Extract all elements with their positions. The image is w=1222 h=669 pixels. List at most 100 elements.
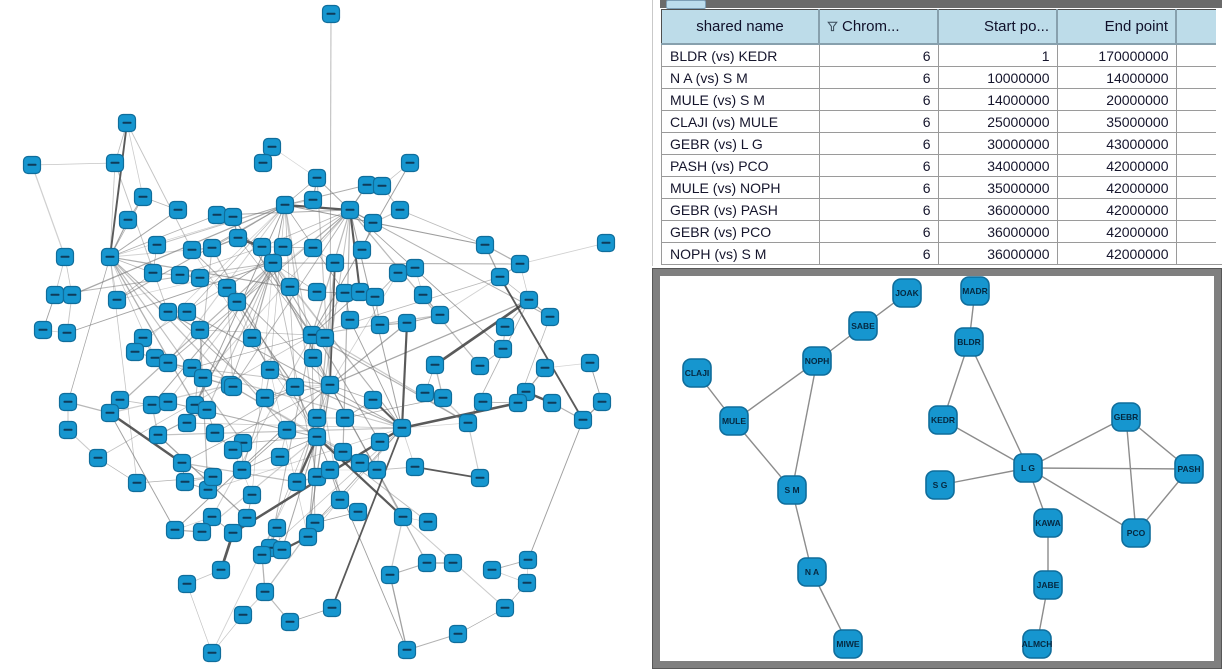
network-node[interactable] [298, 527, 318, 547]
network-node[interactable] [147, 235, 167, 255]
cell-value[interactable]: 36000000 [937, 242, 1058, 265]
network-node[interactable] [273, 237, 293, 257]
network-node[interactable] [227, 292, 247, 312]
network-node[interactable] [253, 153, 273, 173]
cell-value[interactable]: 6 [818, 220, 939, 243]
cell-shared-name[interactable]: GEBR (vs) L G [661, 132, 820, 155]
network-node-miwe[interactable]: MIWE [833, 629, 863, 659]
column-header-chrom-[interactable]: Chrom... [819, 9, 939, 45]
network-node[interactable] [255, 582, 275, 602]
network-node-s-m[interactable]: S M [777, 475, 807, 505]
cell-shared-name[interactable]: MULE (vs) NOPH [661, 176, 820, 199]
cell-shared-name[interactable]: MULE (vs) S M [661, 88, 820, 111]
network-node[interactable] [277, 420, 297, 440]
network-node[interactable] [55, 247, 75, 267]
table-row[interactable]: MULE (vs) S M614000000200000007.5 [661, 88, 1222, 111]
network-node[interactable] [177, 302, 197, 322]
network-node[interactable] [433, 388, 453, 408]
network-node[interactable] [143, 263, 163, 283]
cell-shared-name[interactable]: GEBR (vs) PASH [661, 198, 820, 221]
network-node[interactable] [490, 267, 510, 287]
network-node-almch[interactable]: ALMCH [1022, 629, 1053, 659]
network-node[interactable] [202, 643, 222, 663]
network-node-mule[interactable]: MULE [719, 406, 749, 436]
network-node[interactable] [237, 508, 257, 528]
network-node[interactable] [100, 247, 120, 267]
network-node-kedr[interactable]: KEDR [928, 405, 958, 435]
cell-value[interactable]: 25000000 [937, 110, 1058, 133]
network-node[interactable] [320, 375, 340, 395]
network-node[interactable] [493, 339, 513, 359]
network-node[interactable] [182, 240, 202, 260]
network-node[interactable] [270, 447, 290, 467]
cell-value[interactable]: 10.5 [1175, 176, 1222, 199]
network-node[interactable] [397, 313, 417, 333]
cell-value[interactable]: 36000000 [937, 198, 1058, 221]
network-node[interactable] [197, 400, 217, 420]
network-node[interactable] [303, 348, 323, 368]
network-node[interactable] [280, 277, 300, 297]
network-node[interactable] [542, 393, 562, 413]
network-node[interactable] [508, 393, 528, 413]
network-node[interactable] [367, 460, 387, 480]
table-row[interactable]: GEBR (vs) L G6300000004300000016.9 [661, 132, 1222, 155]
cell-value[interactable]: 5.9 [1175, 110, 1222, 133]
network-node[interactable] [252, 545, 272, 565]
column-header-genetic-[interactable]: Genetic... [1176, 9, 1222, 45]
network-node[interactable] [45, 285, 65, 305]
network-node[interactable] [350, 453, 370, 473]
network-node[interactable] [223, 440, 243, 460]
network-node[interactable] [417, 553, 437, 573]
network-node[interactable] [405, 258, 425, 278]
network-node[interactable] [168, 200, 188, 220]
cell-value[interactable]: 6 [818, 110, 939, 133]
network-node[interactable] [363, 213, 383, 233]
network-node[interactable] [325, 253, 345, 273]
network-node[interactable] [320, 460, 340, 480]
network-node[interactable] [518, 550, 538, 570]
network-node[interactable] [158, 302, 178, 322]
network-node[interactable] [315, 328, 335, 348]
table-row[interactable]: PASH (vs) PCO6340000004200000011.4 [661, 154, 1222, 177]
network-node[interactable] [305, 513, 325, 533]
network-node[interactable] [470, 356, 490, 376]
network-node-madr[interactable]: MADR [960, 276, 990, 306]
network-node[interactable] [252, 237, 272, 257]
cell-value[interactable]: 6 [818, 198, 939, 221]
network-node[interactable] [322, 598, 342, 618]
network-node[interactable] [263, 253, 283, 273]
network-node[interactable] [330, 490, 350, 510]
network-node-gebr[interactable]: GEBR [1111, 402, 1141, 432]
network-node[interactable] [430, 305, 450, 325]
network-node[interactable] [170, 265, 190, 285]
cell-value[interactable]: 20000000 [1056, 88, 1177, 111]
network-node[interactable] [217, 278, 237, 298]
network-node-kawa[interactable]: KAWA [1033, 508, 1063, 538]
cell-value[interactable]: 10000000 [937, 66, 1058, 89]
network-node-jabe[interactable]: JABE [1033, 570, 1063, 600]
network-node[interactable] [517, 573, 537, 593]
network-node[interactable] [105, 153, 125, 173]
network-node[interactable] [448, 624, 468, 644]
cell-value[interactable]: 6 [818, 132, 939, 155]
network-node[interactable] [165, 520, 185, 540]
network-node-pco[interactable]: PCO [1121, 518, 1151, 548]
cell-value[interactable]: 34000000 [937, 154, 1058, 177]
network-node[interactable] [285, 377, 305, 397]
network-node[interactable] [390, 200, 410, 220]
network-node[interactable] [148, 425, 168, 445]
network-node[interactable] [100, 403, 120, 423]
network-node[interactable] [303, 190, 323, 210]
network-node[interactable] [400, 153, 420, 173]
network-node[interactable] [117, 113, 137, 133]
network-node[interactable] [228, 228, 248, 248]
network-node[interactable] [33, 320, 53, 340]
network-node[interactable] [158, 353, 178, 373]
network-node[interactable] [260, 360, 280, 380]
network-node[interactable] [340, 310, 360, 330]
network-node[interactable] [458, 413, 478, 433]
table-row[interactable]: CLAJI (vs) MULE625000000350000005.9 [661, 110, 1222, 133]
table-row[interactable]: N A (vs) S M610000000140000006.6 [661, 66, 1222, 89]
network-node[interactable] [380, 565, 400, 585]
network-node[interactable] [348, 502, 368, 522]
